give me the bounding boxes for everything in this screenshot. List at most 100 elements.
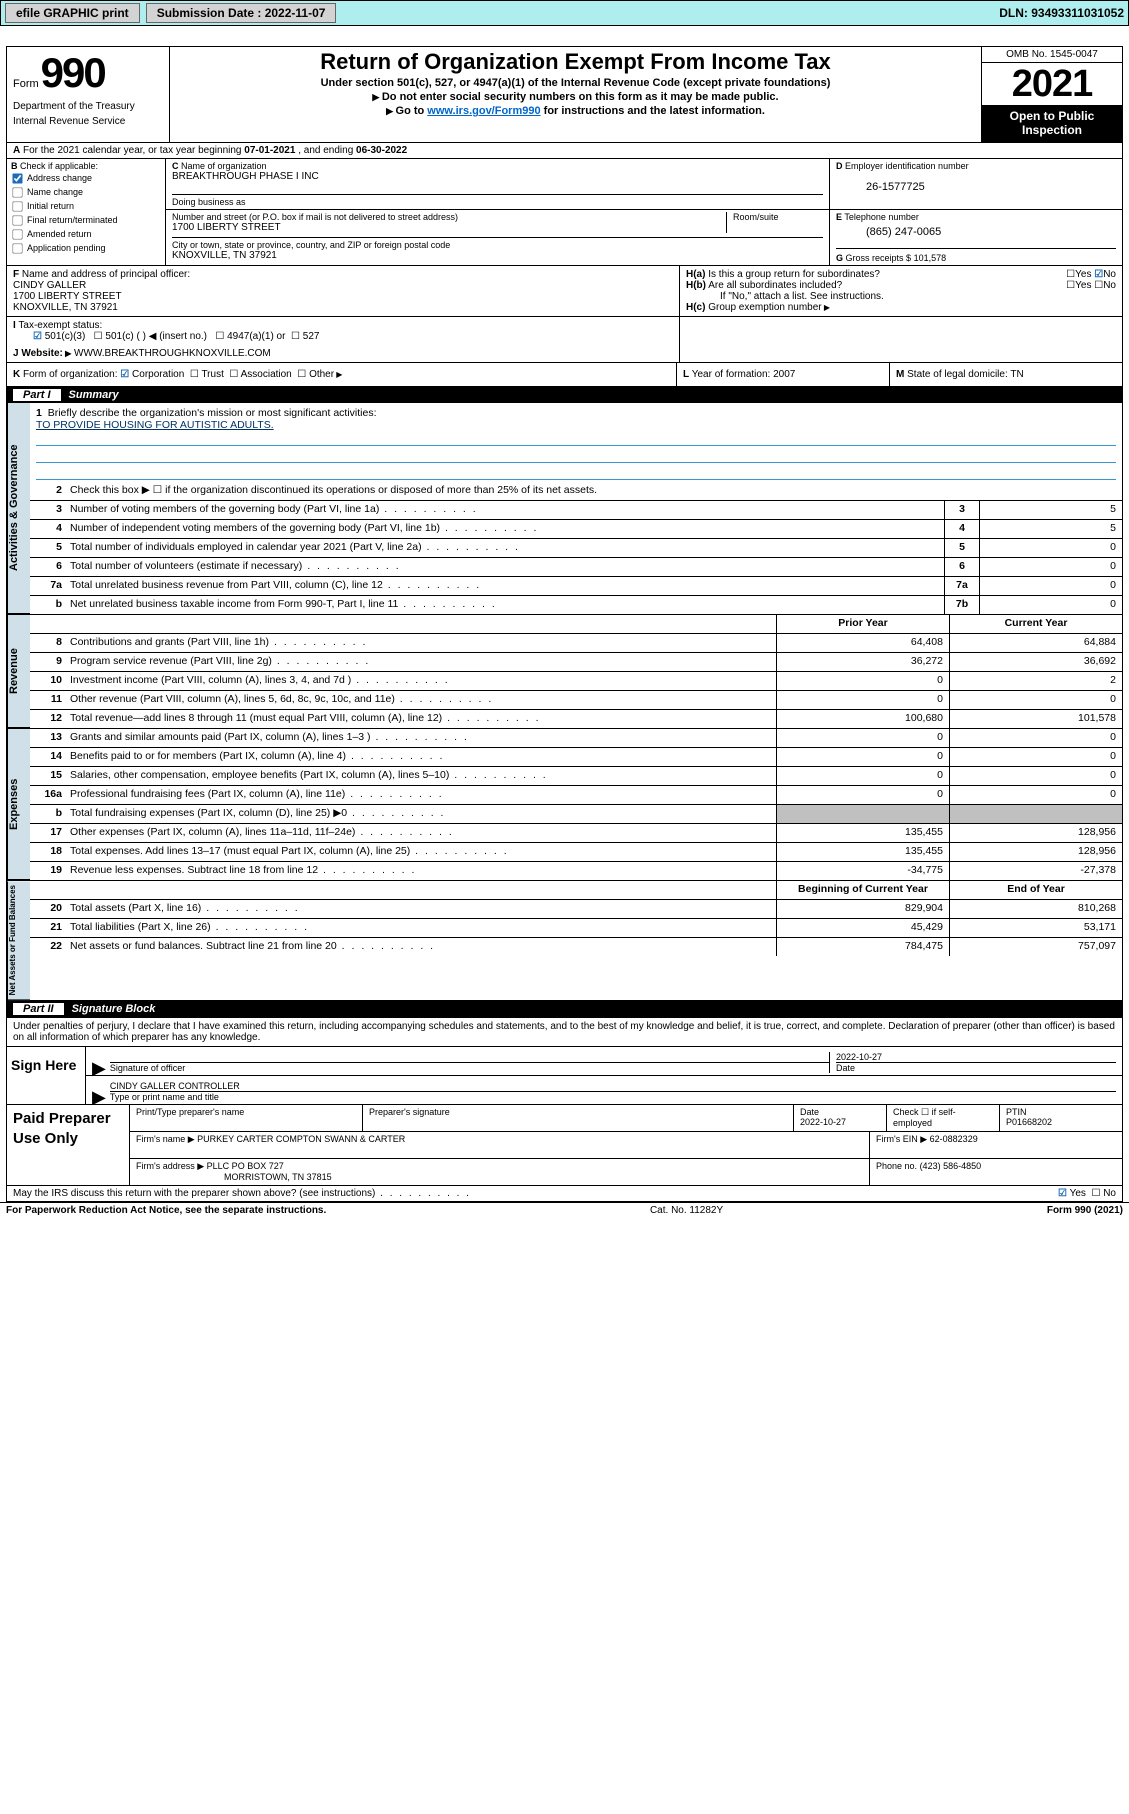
table-row: 3Number of voting members of the governi… [30, 500, 1122, 519]
lbl-address-change: Address change [27, 173, 92, 183]
current-value: 53,171 [949, 919, 1122, 937]
label-j: J [13, 348, 19, 359]
opt-501c3: 501(c)(3) [45, 331, 86, 342]
line-num: 7a [30, 577, 66, 595]
label-i: I [13, 320, 16, 331]
line-box: 5 [944, 539, 979, 557]
line-num: 19 [30, 862, 66, 880]
dln-label: DLN: 93493311031052 [999, 6, 1124, 20]
sig-officer-label: Signature of officer [110, 1062, 829, 1073]
prior-value: 0 [776, 748, 949, 766]
ein-label: Employer identification number [845, 161, 969, 171]
expenses-section: Expenses 13Grants and similar amounts pa… [7, 728, 1122, 880]
city-value: KNOXVILLE, TN 37921 [172, 250, 277, 261]
hb-note: If "No," attach a list. See instructions… [686, 291, 1116, 302]
paperwork-text: For Paperwork Reduction Act Notice, see … [6, 1205, 326, 1216]
efile-print-button[interactable]: efile GRAPHIC print [5, 3, 140, 23]
gross-label: Gross receipts $ [846, 253, 912, 263]
l-value: 2007 [773, 369, 795, 380]
end-year-head: End of Year [949, 881, 1122, 899]
prior-value: 0 [776, 767, 949, 785]
line-num: 6 [30, 558, 66, 576]
sig-date-label: Date [836, 1062, 1116, 1073]
ha-yes: Yes [1075, 269, 1091, 280]
label-m: M [896, 369, 904, 380]
form-subtitle: Under section 501(c), 527, or 4947(a)(1)… [180, 77, 971, 89]
sign-here-label: Sign Here [7, 1047, 86, 1104]
line-num: 3 [30, 501, 66, 519]
instr-1: Do not enter social security numbers on … [180, 91, 971, 103]
mission-line [36, 448, 1116, 463]
chk-final-return[interactable] [12, 215, 22, 225]
vtab-revenue: Revenue [7, 615, 30, 728]
governance-section: Activities & Governance 1 Briefly descri… [7, 403, 1122, 614]
row-f: F Name and address of principal officer:… [7, 266, 1122, 317]
line-desc: Professional fundraising fees (Part IX, … [66, 786, 776, 804]
prior-value: 135,455 [776, 824, 949, 842]
part-2-title: Signature Block [72, 1003, 156, 1015]
l-title: Year of formation: [692, 369, 771, 380]
line-desc: Salaries, other compensation, employee b… [66, 767, 776, 785]
line-box: 6 [944, 558, 979, 576]
line-desc: Investment income (Part VIII, column (A)… [66, 672, 776, 690]
street-label: Number and street (or P.O. box if mail i… [172, 212, 458, 222]
table-row: 9Program service revenue (Part VIII, lin… [30, 652, 1122, 671]
table-row: 16aProfessional fundraising fees (Part I… [30, 785, 1122, 804]
label-g: G [836, 253, 843, 263]
hc-text: Group exemption number [708, 302, 830, 313]
line-num: 15 [30, 767, 66, 785]
line-desc: Contributions and grants (Part VIII, lin… [66, 634, 776, 652]
line-num: 9 [30, 653, 66, 671]
current-value: 128,956 [949, 824, 1122, 842]
paid-preparer-block: Paid Preparer Use Only Print/Type prepar… [7, 1104, 1122, 1186]
line-value: 0 [979, 539, 1122, 557]
line-num: b [30, 805, 66, 823]
ptin-label: PTIN [1006, 1107, 1027, 1117]
lbl-initial: Initial return [27, 201, 74, 211]
website-url: WWW.BREAKTHROUGHKNOXVILLE.COM [74, 348, 271, 359]
form-number: 990 [41, 49, 105, 97]
firm-name-value: PURKEY CARTER COMPTON SWANN & CARTER [197, 1134, 405, 1144]
line-value: 5 [979, 520, 1122, 538]
end-date: 06-30-2022 [356, 145, 407, 156]
table-row: 13Grants and similar amounts paid (Part … [30, 729, 1122, 747]
dept-treasury: Department of the Treasury [13, 101, 163, 112]
vtab-net: Net Assets or Fund Balances [7, 881, 30, 1000]
chk-app-pending[interactable] [12, 243, 22, 253]
line-desc: Other expenses (Part IX, column (A), lin… [66, 824, 776, 842]
chk-address-change[interactable] [12, 173, 22, 183]
prep-date-label: Date [800, 1107, 819, 1117]
line-desc: Revenue less expenses. Subtract line 18 … [66, 862, 776, 880]
net-assets-section: Net Assets or Fund Balances Beginning of… [7, 880, 1122, 1001]
table-row: 22Net assets or fund balances. Subtract … [30, 937, 1122, 956]
ein-value: 26-1577725 [836, 181, 925, 193]
paperwork-footer: For Paperwork Reduction Act Notice, see … [0, 1202, 1129, 1218]
prep-date-value: 2022-10-27 [800, 1117, 846, 1127]
chk-name-change[interactable] [12, 187, 22, 197]
prep-sig-label: Preparer's signature [363, 1105, 794, 1131]
line-num: 22 [30, 938, 66, 956]
line-value: 0 [979, 596, 1122, 614]
irs-link[interactable]: www.irs.gov/Form990 [427, 105, 540, 117]
prior-value: 0 [776, 786, 949, 804]
label-f: F [13, 269, 19, 280]
room-label: Room/suite [733, 212, 779, 222]
line-num: 5 [30, 539, 66, 557]
label-l: L [683, 369, 689, 380]
line-desc: Number of independent voting members of … [66, 520, 944, 538]
current-value: 101,578 [949, 710, 1122, 728]
line-num: 17 [30, 824, 66, 842]
row-a-tax-year: A For the 2021 calendar year, or tax yea… [7, 143, 1122, 159]
name-label: Name of organization [181, 161, 267, 171]
chk-amended[interactable] [12, 229, 22, 239]
table-row: 21Total liabilities (Part X, line 26)45,… [30, 918, 1122, 937]
line-desc: Total fundraising expenses (Part IX, col… [66, 805, 776, 823]
label-b: B [11, 161, 18, 171]
label-hb: H(b) [686, 280, 706, 291]
firm-ein-value: 62-0882329 [930, 1134, 978, 1144]
chk-initial-return[interactable] [12, 201, 22, 211]
top-bar: efile GRAPHIC print Submission Date : 20… [0, 0, 1129, 26]
blank [30, 881, 66, 899]
line-desc: Total unrelated business revenue from Pa… [66, 577, 944, 595]
row-a-mid: , and ending [298, 145, 356, 156]
